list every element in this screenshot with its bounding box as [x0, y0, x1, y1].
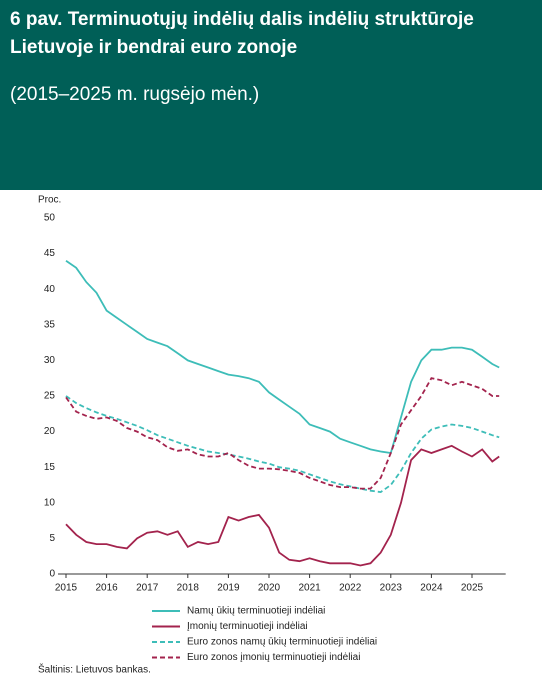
- legend-label: Euro zonos įmonių terminuotieji indėliai: [187, 652, 360, 663]
- x-tick-label: 2018: [177, 583, 200, 594]
- header: 6 pav. Terminuotųjų indėlių dalis indėli…: [0, 0, 542, 190]
- chart-subtitle: (2015–2025 m. rugsėjo mėn.): [10, 84, 260, 105]
- y-tick-label: 30: [44, 355, 56, 366]
- x-tick-label: 2020: [258, 583, 281, 594]
- series-line: [65, 395, 500, 494]
- y-tick-label: 5: [49, 533, 55, 544]
- y-tick-label: 10: [44, 497, 56, 508]
- x-tick-label: 2021: [298, 583, 321, 594]
- y-tick-label: 25: [44, 391, 56, 402]
- y-tick-label: 40: [44, 284, 56, 295]
- source: Šaltinis: Lietuvos bankas.: [38, 663, 151, 676]
- x-tick-label: 2025: [461, 583, 484, 594]
- y-tick-label: 20: [44, 426, 56, 437]
- x-tick-label: 2024: [420, 583, 443, 594]
- x-tick-label: 2019: [217, 583, 240, 594]
- y-tick-label: 35: [44, 319, 56, 330]
- legend-label: Namų ūkių terminuotieji indėliai: [187, 606, 325, 617]
- series-line: [65, 444, 500, 567]
- y-tick-label: 50: [44, 213, 56, 224]
- y-tick-label: 15: [44, 462, 56, 473]
- chart-title: 6 pav. Terminuotųjų indėlių dalis indėli…: [10, 9, 474, 58]
- series-line: [65, 377, 500, 490]
- x-tick-label: 2017: [136, 583, 159, 594]
- x-tick-label: 2022: [339, 583, 362, 594]
- x-tick-label: 2015: [55, 583, 78, 594]
- y-tick-label: 45: [44, 248, 56, 259]
- series-line: [65, 259, 500, 455]
- x-tick-label: 2016: [95, 583, 118, 594]
- x-tick-label: 2023: [380, 583, 403, 594]
- legend-label: Euro zonos namų ūkių terminuotieji indėl…: [187, 637, 377, 648]
- legend-label: Įmonių terminuotieji indėliai: [187, 621, 308, 632]
- y-axis-label: Proc.: [38, 195, 61, 206]
- y-tick-label: 0: [49, 569, 55, 580]
